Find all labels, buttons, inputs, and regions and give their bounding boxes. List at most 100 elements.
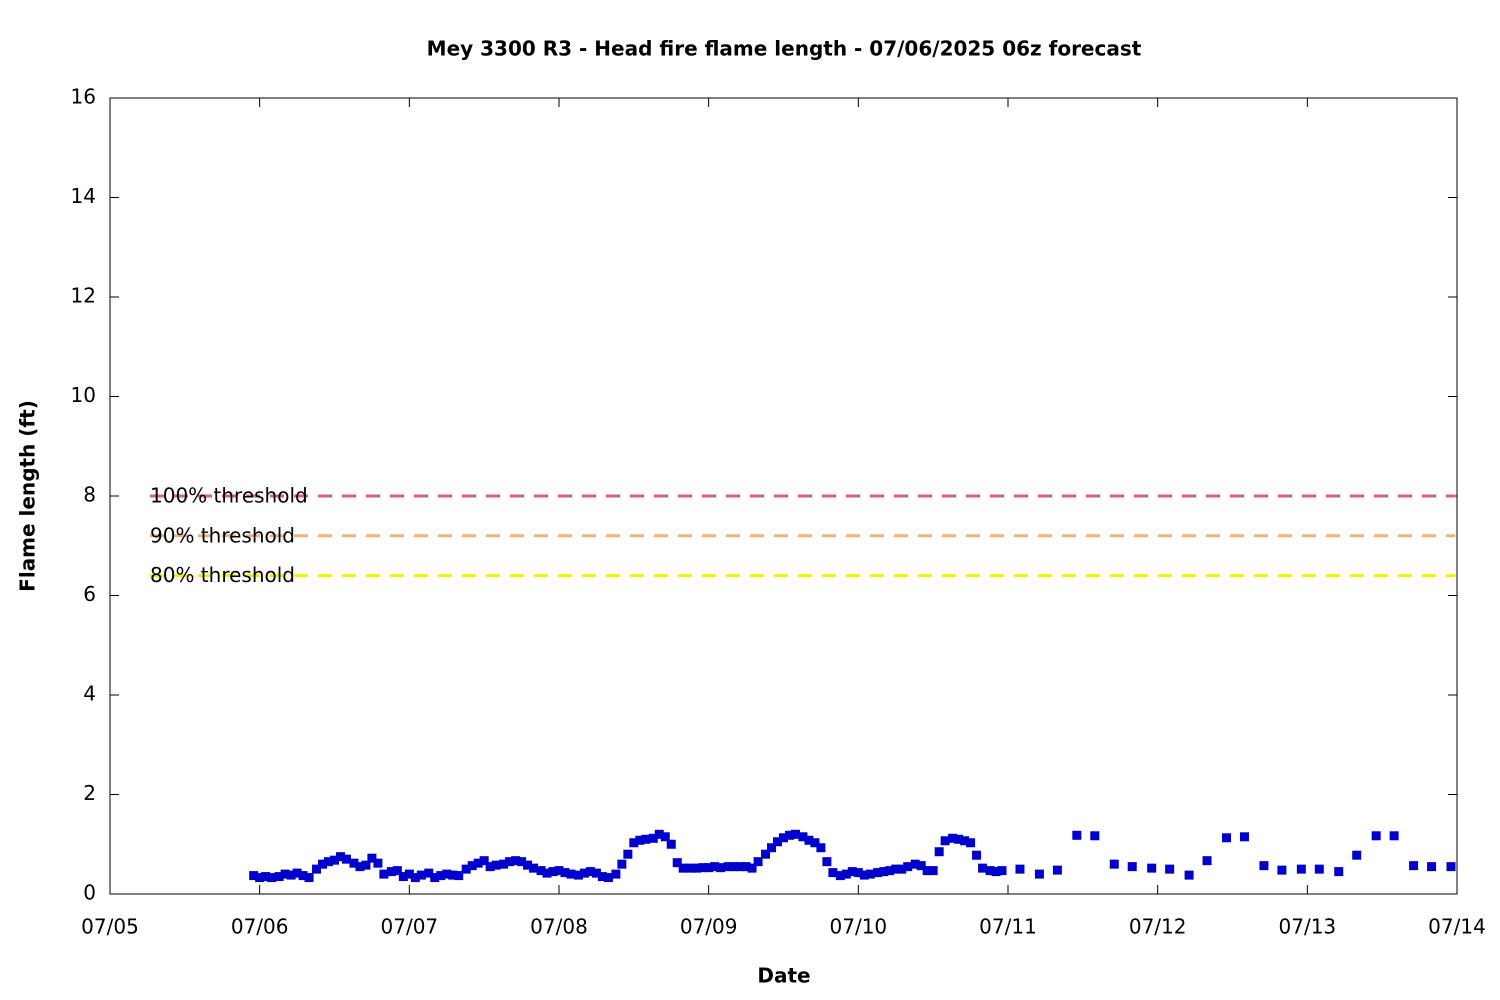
data-point bbox=[341, 854, 351, 864]
data-point bbox=[641, 834, 651, 844]
data-point bbox=[790, 829, 800, 839]
data-point bbox=[835, 871, 845, 881]
data-point bbox=[997, 866, 1007, 876]
data-point bbox=[1165, 864, 1175, 874]
data-point bbox=[280, 869, 290, 879]
data-point bbox=[523, 860, 533, 870]
x-tick-label: 07/12 bbox=[1129, 915, 1187, 939]
data-point bbox=[536, 866, 546, 876]
data-point bbox=[355, 862, 365, 872]
data-point bbox=[885, 866, 895, 876]
data-point bbox=[361, 860, 371, 870]
x-tick-label: 07/07 bbox=[381, 915, 439, 939]
data-point bbox=[1409, 861, 1419, 871]
data-point bbox=[579, 868, 589, 878]
data-point bbox=[773, 837, 783, 847]
y-tick-label: 2 bbox=[83, 781, 96, 805]
threshold-label: 80% threshold bbox=[150, 563, 295, 587]
data-point bbox=[1352, 850, 1362, 860]
data-point bbox=[499, 859, 509, 869]
data-point bbox=[897, 864, 907, 874]
data-point bbox=[847, 867, 857, 877]
data-point bbox=[903, 862, 913, 872]
y-axis-label: Flame length (ft) bbox=[16, 400, 40, 592]
data-point bbox=[1202, 856, 1212, 866]
y-tick-label: 8 bbox=[83, 483, 96, 507]
data-point bbox=[591, 868, 601, 878]
data-point bbox=[1239, 832, 1249, 842]
data-point bbox=[597, 872, 607, 882]
data-point bbox=[304, 873, 314, 883]
data-point bbox=[611, 869, 621, 879]
data-point bbox=[698, 863, 708, 873]
data-point bbox=[753, 857, 763, 867]
data-point bbox=[891, 864, 901, 874]
data-point bbox=[286, 870, 296, 880]
x-tick-label: 07/10 bbox=[830, 915, 888, 939]
data-point bbox=[255, 873, 265, 883]
data-point bbox=[1314, 864, 1324, 874]
data-point bbox=[1184, 870, 1194, 880]
data-point bbox=[461, 864, 471, 874]
data-point bbox=[430, 873, 440, 883]
data-point bbox=[485, 862, 495, 872]
data-point bbox=[529, 863, 539, 873]
data-point bbox=[349, 858, 359, 868]
data-point bbox=[1034, 869, 1044, 879]
threshold-label: 100% threshold bbox=[150, 484, 308, 508]
y-tick-label: 0 bbox=[83, 881, 96, 905]
data-point bbox=[822, 857, 832, 867]
data-point bbox=[741, 862, 751, 872]
data-point bbox=[416, 870, 426, 880]
data-point bbox=[859, 870, 869, 880]
data-point bbox=[585, 867, 595, 877]
data-point bbox=[479, 856, 489, 866]
data-point bbox=[747, 863, 757, 873]
data-point bbox=[335, 852, 345, 862]
data-point bbox=[804, 835, 814, 845]
data-point bbox=[1446, 862, 1456, 872]
x-tick-label: 07/11 bbox=[979, 915, 1037, 939]
data-point bbox=[367, 853, 377, 863]
data-point bbox=[704, 863, 714, 873]
data-point bbox=[960, 836, 970, 846]
data-point bbox=[654, 829, 664, 839]
data-point bbox=[779, 833, 788, 843]
data-point bbox=[436, 871, 446, 881]
x-tick-label: 07/05 bbox=[81, 915, 139, 939]
data-point bbox=[267, 873, 277, 883]
data-point bbox=[991, 867, 1001, 877]
data-point bbox=[692, 863, 702, 873]
data-point bbox=[1427, 862, 1437, 872]
data-point bbox=[442, 869, 452, 879]
data-point bbox=[1222, 833, 1232, 843]
data-point bbox=[966, 838, 976, 848]
data-point bbox=[1109, 859, 1119, 869]
y-tick-label: 10 bbox=[71, 383, 96, 407]
data-point bbox=[648, 833, 658, 843]
data-point bbox=[934, 847, 944, 857]
data-point bbox=[928, 866, 938, 876]
data-point bbox=[954, 834, 964, 844]
data-point bbox=[473, 858, 483, 868]
data-point bbox=[505, 857, 515, 867]
data-point bbox=[554, 866, 564, 876]
data-point bbox=[686, 863, 696, 873]
data-point bbox=[761, 849, 771, 859]
data-point bbox=[666, 839, 676, 849]
data-point bbox=[873, 868, 883, 878]
data-point bbox=[635, 835, 645, 845]
data-point bbox=[603, 873, 613, 883]
data-point bbox=[1090, 831, 1100, 841]
x-tick-label: 07/09 bbox=[680, 915, 738, 939]
data-point bbox=[330, 855, 339, 865]
data-point bbox=[1052, 865, 1062, 875]
data-point bbox=[617, 859, 627, 869]
y-tick-label: 6 bbox=[83, 582, 96, 606]
y-tick-label: 16 bbox=[71, 85, 96, 109]
data-point bbox=[716, 863, 726, 873]
y-tick-label: 4 bbox=[83, 682, 96, 706]
data-point bbox=[723, 862, 733, 872]
